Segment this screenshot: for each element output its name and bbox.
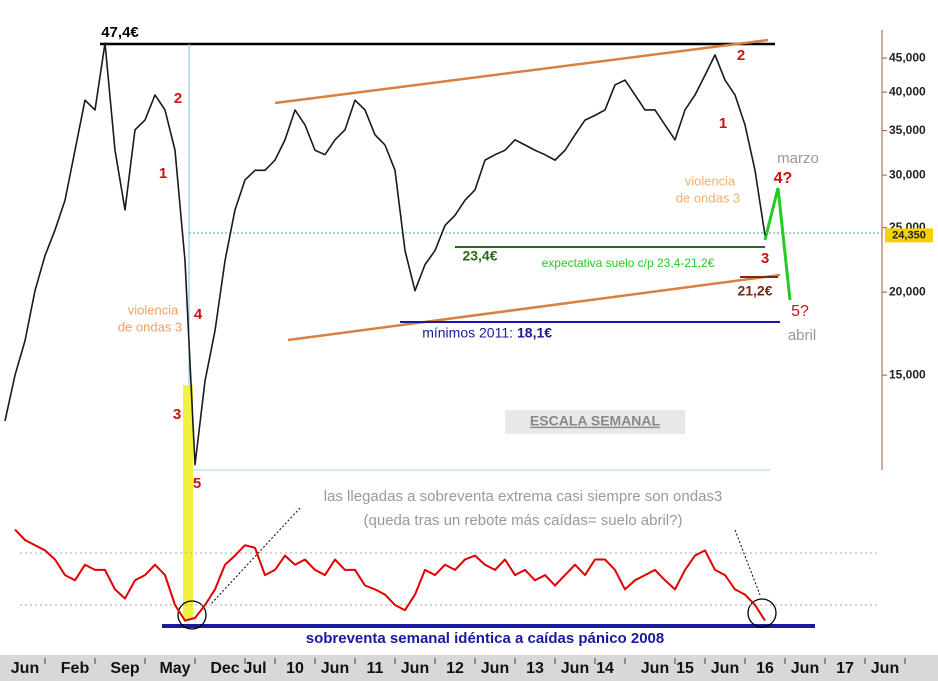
annotation: 5? (791, 303, 809, 320)
price-line (4, 42, 766, 466)
y-tick-label: 20,000 (889, 284, 926, 298)
circle-2008 (177, 600, 207, 630)
annotation: 18,1€ (517, 325, 552, 341)
annotation: violencia (685, 173, 736, 188)
x-tick-label: Jun (11, 660, 39, 677)
x-axis-band (0, 655, 938, 681)
last-price-label: 24,350 (892, 229, 926, 241)
x-tick-label: 15 (676, 660, 694, 677)
x-tick-label: 11 (367, 660, 384, 677)
annotation: las llegadas a sobreventa extrema casi s… (324, 488, 723, 505)
annotation: 1 (159, 165, 167, 182)
annotation: 21,2€ (737, 283, 772, 299)
x-tick-label: Jun (871, 660, 899, 677)
x-tick-label: Feb (61, 660, 90, 677)
annotation: 23,4€ (462, 248, 497, 264)
label-box (505, 410, 685, 434)
annotation: 4? (774, 170, 793, 187)
x-tick-label: Jun (711, 660, 739, 677)
oscillator-line (14, 528, 766, 622)
x-tick-label: 10 (286, 660, 304, 677)
annotation: expectativa suelo c/p 23,4-21,2€ (542, 256, 715, 270)
x-tick-label: 13 (526, 660, 544, 677)
annotation: (queda tras un rebote más caídas= suelo … (364, 512, 683, 529)
annotation: 2 (737, 47, 745, 64)
annotation: de ondas 3 (118, 319, 182, 334)
annotation: violencia (128, 302, 179, 317)
y-tick-label: 40,000 (889, 84, 926, 98)
annotation: de ondas 3 (676, 190, 740, 205)
annotation: 1 (719, 115, 727, 132)
x-tick-label: 17 (836, 660, 854, 677)
last-price-box (885, 228, 933, 243)
annotation: 47,4€ (101, 24, 139, 41)
annotation: 5 (193, 475, 201, 492)
circle-2016 (747, 598, 777, 628)
x-tick-label: 16 (756, 660, 774, 677)
x-tick-label: Jun (561, 660, 589, 677)
x-tick-label: Sep (110, 660, 140, 677)
trend-lower (287, 273, 781, 342)
annotation: sobreventa semanal idéntica a caídas pán… (306, 630, 665, 647)
trend-upper (274, 38, 769, 105)
annotation: 4 (194, 306, 203, 323)
annotation: 3 (761, 250, 769, 267)
x-tick-label: May (159, 660, 190, 677)
x-tick-label: 12 (446, 660, 464, 677)
x-tick-label: Jun (401, 660, 429, 677)
highlight-bar (183, 385, 193, 620)
annotation: 2 (174, 90, 182, 107)
annotation: marzo (777, 150, 819, 167)
annotation: mínimos 2011: (422, 325, 513, 341)
x-tick-label: Jun (791, 660, 819, 677)
x-tick-label: 14 (596, 660, 614, 677)
x-tick-label: Jun (481, 660, 509, 677)
x-tick-label: Jun (641, 660, 669, 677)
annotation: abril (788, 327, 816, 344)
y-tick-label: 45,000 (889, 50, 926, 64)
annotation: ESCALA SEMANAL (530, 413, 661, 429)
x-tick-label: Dec (210, 660, 239, 677)
x-tick-label: Jul (243, 660, 266, 677)
y-tick-label: 30,000 (889, 167, 926, 181)
annotation: 3 (173, 406, 181, 423)
x-tick-label: Jun (321, 660, 349, 677)
y-tick-label: 15,000 (889, 367, 926, 381)
projection-arrow (763, 187, 792, 301)
y-tick-label: 35,000 (889, 123, 926, 137)
